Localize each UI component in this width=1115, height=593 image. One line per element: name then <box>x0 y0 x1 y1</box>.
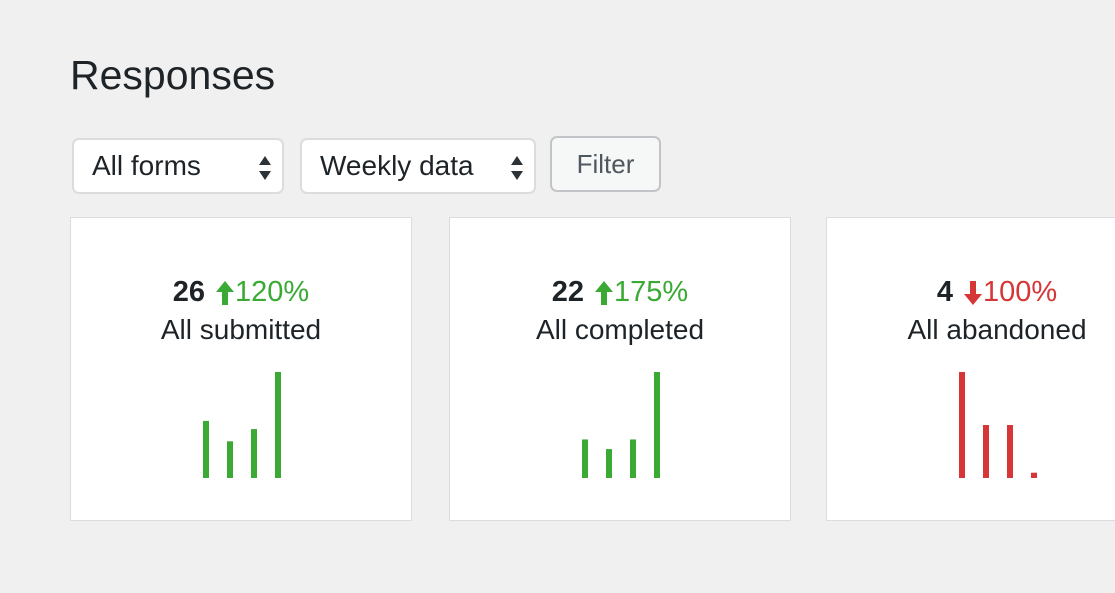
select-text: Weekly data <box>320 150 474 181</box>
stat-change: 120% <box>215 276 309 309</box>
change-arrow <box>595 280 614 305</box>
spark-bar <box>1007 425 1013 478</box>
page-title: Responses <box>70 52 276 98</box>
spark-bar <box>959 372 965 478</box>
form-select[interactable]: All forms <box>72 138 284 194</box>
spark-bar <box>606 449 612 478</box>
stat-label: All completed <box>535 314 705 345</box>
stat-count: 4 <box>936 276 953 308</box>
spark-bar <box>203 420 209 478</box>
sparkline <box>959 372 1037 478</box>
select-arrows <box>259 156 271 180</box>
filter-button[interactable]: Filter <box>550 136 661 192</box>
spark-bar <box>983 425 989 478</box>
arrow-shape <box>595 280 614 305</box>
change-text: 120% <box>235 276 310 308</box>
stat-card: 4 100% All abandoned <box>826 217 1115 521</box>
change-text: 175% <box>614 276 689 308</box>
spark-bar <box>227 441 233 478</box>
stat-count: 22 <box>551 276 585 308</box>
stat-head: 26 120% <box>71 276 411 309</box>
select-text: All forms <box>92 150 201 181</box>
stat-change: 100% <box>963 276 1057 309</box>
stat-label: All submitted <box>160 314 322 345</box>
stat-label: All abandoned <box>907 314 1087 345</box>
stat-count: 26 <box>172 276 206 308</box>
change-arrow <box>963 280 982 305</box>
select-arrows <box>511 156 523 180</box>
spark-bar <box>630 439 636 478</box>
sparkline <box>582 372 660 478</box>
stat-change: 175% <box>594 276 688 309</box>
period-select[interactable]: Weekly data <box>300 138 536 194</box>
stat-card: 26 120% All submitted <box>70 217 412 521</box>
arrow-shape <box>963 280 982 305</box>
change-arrow <box>216 280 235 305</box>
sparkline <box>203 372 281 478</box>
arrow-shape <box>216 280 235 305</box>
spark-bar <box>654 372 660 478</box>
stat-head: 22 175% <box>450 276 790 309</box>
spark-bar <box>582 439 588 478</box>
spark-bar <box>251 429 257 478</box>
spark-bar <box>275 372 281 478</box>
stat-head: 4 100% <box>827 276 1115 309</box>
change-text: 100% <box>982 276 1058 308</box>
spark-bar <box>1031 472 1037 478</box>
stat-card: 22 175% All completed <box>449 217 791 521</box>
